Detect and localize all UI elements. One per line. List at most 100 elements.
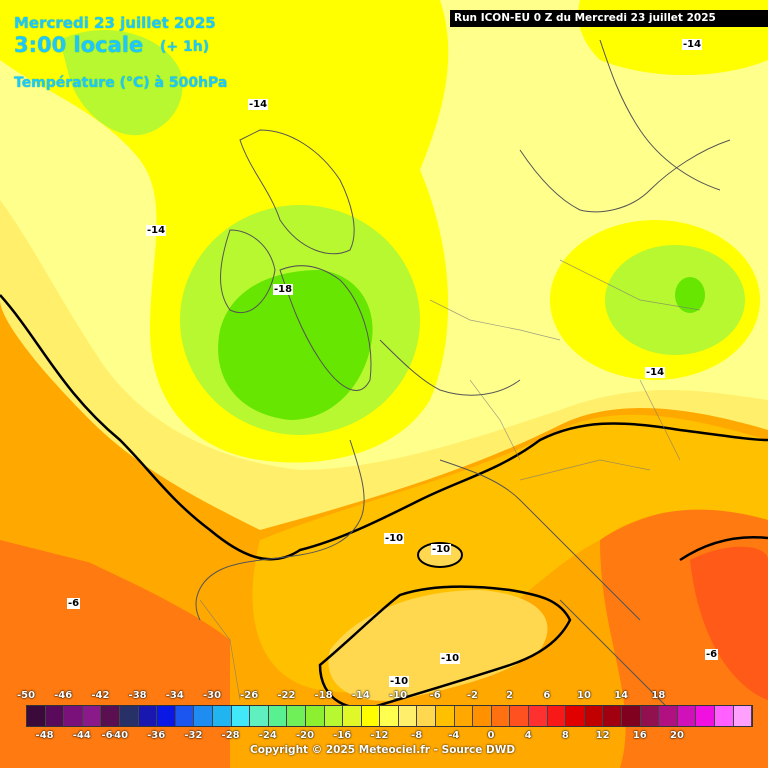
isotherm-minus-10-se	[679, 535, 768, 562]
scale-label: -48	[35, 730, 54, 741]
scale-label: -44	[72, 730, 91, 741]
isotherm-label: -10	[440, 653, 461, 664]
color-scale-swatch	[510, 706, 530, 726]
color-scale-swatch	[622, 706, 641, 726]
color-scale-swatch	[157, 706, 176, 726]
scale-label: 18	[651, 690, 666, 701]
forecast-offset: (+ 1h)	[160, 39, 210, 55]
isotherm-label: -10	[389, 676, 410, 687]
scale-label: -20	[295, 730, 315, 741]
color-scale-swatch	[305, 706, 325, 726]
scale-label: -40	[109, 730, 129, 741]
color-scale-swatch	[659, 706, 678, 726]
temp-zone-orange-west	[0, 300, 242, 600]
color-scale-swatch	[194, 706, 213, 726]
scale-label: -6	[429, 690, 441, 701]
isotherm-label: -18	[273, 284, 294, 295]
scale-label: 6	[543, 690, 551, 701]
scale-label: -26	[240, 690, 259, 701]
color-scale-swatch	[324, 706, 344, 726]
color-scale-swatch	[287, 706, 306, 726]
isotherm-label: -10	[431, 544, 452, 555]
color-scale-swatch	[343, 706, 362, 726]
color-scale-swatch	[175, 706, 195, 726]
scale-top-labels: -50 -46 -42 -38 -34 -30 -26 -22 -18 -14 -10 -6 -2 2 6 1…	[0, 690, 768, 702]
color-scale-swatch	[696, 706, 715, 726]
color-scale-swatch	[584, 706, 604, 726]
color-scale-swatch	[231, 706, 251, 726]
scale-label: 16	[632, 730, 647, 741]
temp-zone-green-poland	[605, 245, 745, 355]
color-scale-swatch	[566, 706, 585, 726]
color-scale-swatch	[640, 706, 660, 726]
color-scale-swatch	[138, 706, 158, 726]
temp-zone-green-core-uk	[218, 270, 373, 420]
color-scale-swatch	[380, 706, 399, 726]
isotherm-label: -14	[682, 39, 703, 50]
scale-label: -14	[351, 690, 370, 701]
color-scale-swatch	[27, 706, 46, 726]
scale-label: 4	[524, 730, 532, 741]
scale-label: -6	[101, 730, 113, 741]
isotherm-minus-10-north	[0, 294, 768, 561]
map-date: Mercredi 23 juillet 2025	[14, 14, 216, 32]
temp-zone-green-core-poland	[675, 277, 705, 313]
color-scale-swatch	[250, 706, 269, 726]
color-scale-swatch	[361, 706, 381, 726]
isotherm-label: -14	[248, 99, 269, 110]
borders	[199, 259, 701, 701]
scale-label: -12	[370, 730, 389, 741]
map-valid-time: 3:00 locale	[14, 33, 144, 57]
scale-label: 12	[595, 730, 610, 741]
scale-label: -10	[388, 690, 408, 701]
color-scale-swatch	[82, 706, 102, 726]
scale-label: 2	[506, 690, 514, 701]
color-scale-swatch	[473, 706, 492, 726]
scale-label: -32	[184, 730, 203, 741]
color-scale-swatch	[417, 706, 437, 726]
scale-label: -16	[333, 730, 352, 741]
color-scale-swatch	[45, 706, 65, 726]
scale-label: -18	[314, 690, 333, 701]
color-scale-swatch	[677, 706, 697, 726]
color-scale-swatch	[398, 706, 418, 726]
scale-label: -50	[16, 690, 36, 701]
scale-label: -8	[411, 730, 423, 741]
scale-label: -42	[91, 690, 110, 701]
temp-zone-light-iberia	[328, 590, 548, 701]
color-scale-swatch	[733, 706, 753, 726]
scale-label: -2	[466, 690, 478, 701]
run-info-bar: Run ICON-EU 0 Z du Mercredi 23 juillet 2…	[450, 10, 768, 27]
color-scale-swatch	[436, 706, 455, 726]
isotherm-label: -6	[67, 598, 81, 609]
temp-zone-hot-core-se	[690, 546, 768, 700]
scale-label: -46	[54, 690, 73, 701]
color-scale-swatch	[714, 706, 734, 726]
scale-label: 10	[577, 690, 591, 701]
color-scale-swatch	[101, 706, 120, 726]
scale-label: -38	[128, 690, 147, 701]
temp-zone-green-north-west	[60, 30, 183, 136]
scale-label: -34	[165, 690, 184, 701]
color-scale-swatch	[119, 706, 139, 726]
isotherm-label: -14	[146, 225, 167, 236]
scale-bottom-labels: -48 -44 -40 -36 -32 -28 -24 -20 -16 -12 -8 -4 0 4 8 12 1…	[0, 730, 768, 742]
scale-label: -28	[221, 730, 240, 741]
scale-label: -30	[202, 690, 222, 701]
color-scale-swatch	[268, 706, 288, 726]
color-scale-swatch	[529, 706, 548, 726]
scale-label: -36	[147, 730, 166, 741]
scale-label: -24	[258, 730, 277, 741]
color-scale-swatch	[454, 706, 474, 726]
color-scale-bar	[26, 705, 754, 727]
scale-label: 14	[614, 690, 629, 701]
color-scale-swatch	[212, 706, 232, 726]
color-scale-swatch	[64, 706, 83, 726]
copyright-text: Copyright © 2025 Meteociel.fr - Source D…	[250, 744, 516, 756]
color-scale-swatch	[491, 706, 511, 726]
scale-label: -4	[448, 730, 460, 741]
isotherm-label: -14	[645, 367, 666, 378]
color-scale-swatch	[603, 706, 622, 726]
field-name: Température (°C) à 500hPa	[14, 75, 228, 91]
